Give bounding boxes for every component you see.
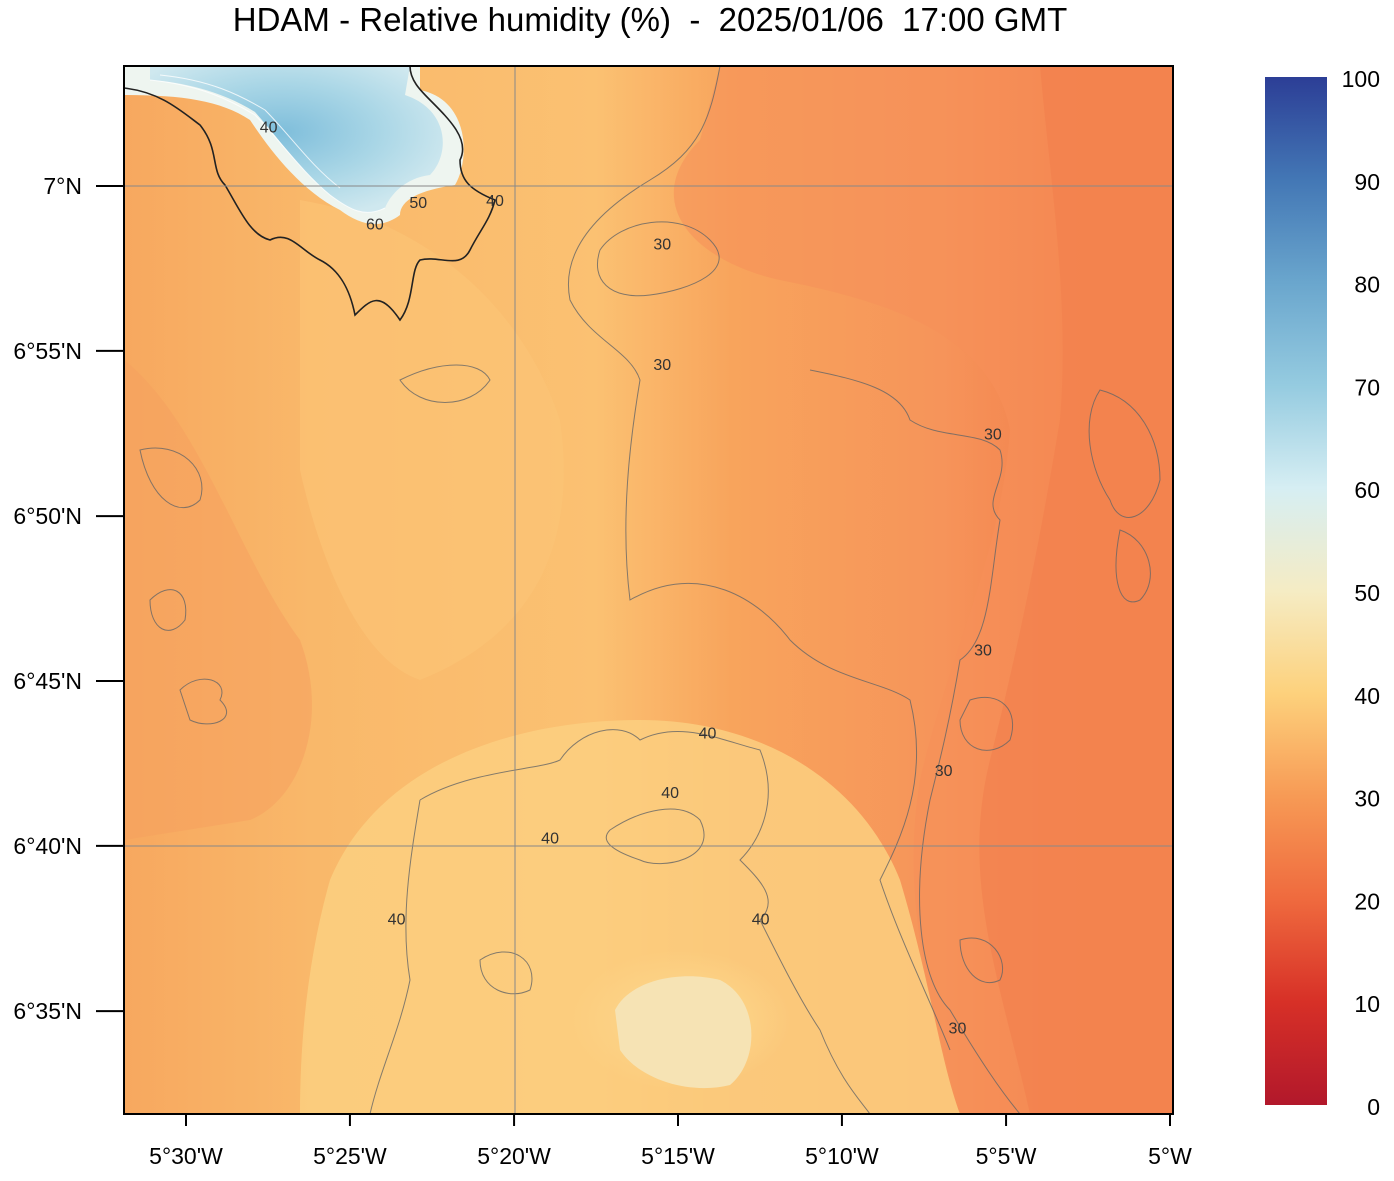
humid-zone-core [150, 66, 443, 213]
colorbar-label: 40 [1354, 683, 1380, 709]
x-tick-label: 5°20'W [477, 1143, 551, 1169]
humidity-patch-far-east [979, 66, 1173, 1114]
x-axis: 5°30'W 5°25'W 5°20'W 5°15'W 5°10'W 5°5'W… [149, 1114, 1192, 1169]
y-tick-label: 7°N [43, 173, 82, 199]
contour-labels: 40 60 50 40 30 30 30 30 30 40 40 40 40 4… [260, 120, 1002, 1038]
x-tick-label: 5°5'W [976, 1143, 1037, 1169]
y-axis: 7°N 6°55'N 6°50'N 6°45'N 6°40'N 6°35'N [13, 173, 124, 1024]
contour-label: 30 [653, 236, 671, 253]
contour-label: 40 [388, 912, 406, 929]
contour-label: 40 [486, 193, 504, 210]
contour-lines [139, 66, 1161, 1114]
contour-label: 40 [699, 725, 717, 742]
humidity-patch-southernmost [615, 976, 752, 1089]
colorbar-label: 60 [1354, 477, 1380, 503]
y-tick-label: 6°55'N [13, 338, 82, 364]
colorbar-label: 70 [1354, 374, 1380, 400]
y-tick-label: 6°40'N [13, 833, 82, 859]
x-tick-label: 5°W [1148, 1143, 1192, 1169]
humidity-patch-west [124, 360, 312, 840]
x-tick-label: 5°15'W [641, 1143, 715, 1169]
humidity-field: 40 60 50 40 30 30 30 30 30 40 40 40 40 4… [124, 66, 1173, 1114]
humidity-patch-south [300, 720, 960, 1114]
x-tick-label: 5°30'W [149, 1143, 223, 1169]
colorbar: 0 10 20 30 40 50 60 70 80 90 100 [1265, 66, 1380, 1120]
contour-label: 40 [260, 120, 278, 137]
contour-label: 40 [752, 912, 770, 929]
contour-label: 40 [661, 785, 679, 802]
contour-lines-major [124, 66, 496, 322]
contour-label: 60 [366, 217, 384, 234]
colorbar-label: 50 [1354, 580, 1380, 606]
colorbar-label: 80 [1354, 272, 1380, 298]
colorbar-label: 100 [1342, 66, 1380, 92]
y-tick-label: 6°50'N [13, 503, 82, 529]
map-title: HDAM - Relative humidity (%) - 2025/01/0… [232, 1, 1068, 38]
colorbar-label: 0 [1367, 1094, 1380, 1120]
contour-label: 30 [653, 357, 671, 374]
colorbar-gradient [1265, 77, 1327, 1105]
map-frame [123, 65, 1174, 1115]
colorbar-label: 10 [1354, 991, 1380, 1017]
x-tick-label: 5°25'W [313, 1143, 387, 1169]
contour-label: 30 [974, 642, 992, 659]
colorbar-label: 20 [1354, 888, 1380, 914]
colorbar-labels: 0 10 20 30 40 50 60 70 80 90 100 [1342, 66, 1380, 1120]
contour-label: 30 [949, 1020, 967, 1037]
colorbar-label: 30 [1354, 786, 1380, 812]
contour-label: 50 [409, 195, 427, 212]
y-tick-label: 6°35'N [13, 998, 82, 1024]
contour-label: 40 [541, 830, 559, 847]
humidity-patch-center [300, 200, 564, 680]
contour-lines-humid [149, 74, 386, 213]
x-tick-label: 5°10'W [805, 1143, 879, 1169]
contour-label: 30 [935, 763, 953, 780]
y-tick-label: 6°45'N [13, 668, 82, 694]
colorbar-label: 90 [1354, 169, 1380, 195]
contour-label: 30 [984, 426, 1002, 443]
graticule [124, 66, 1173, 1114]
